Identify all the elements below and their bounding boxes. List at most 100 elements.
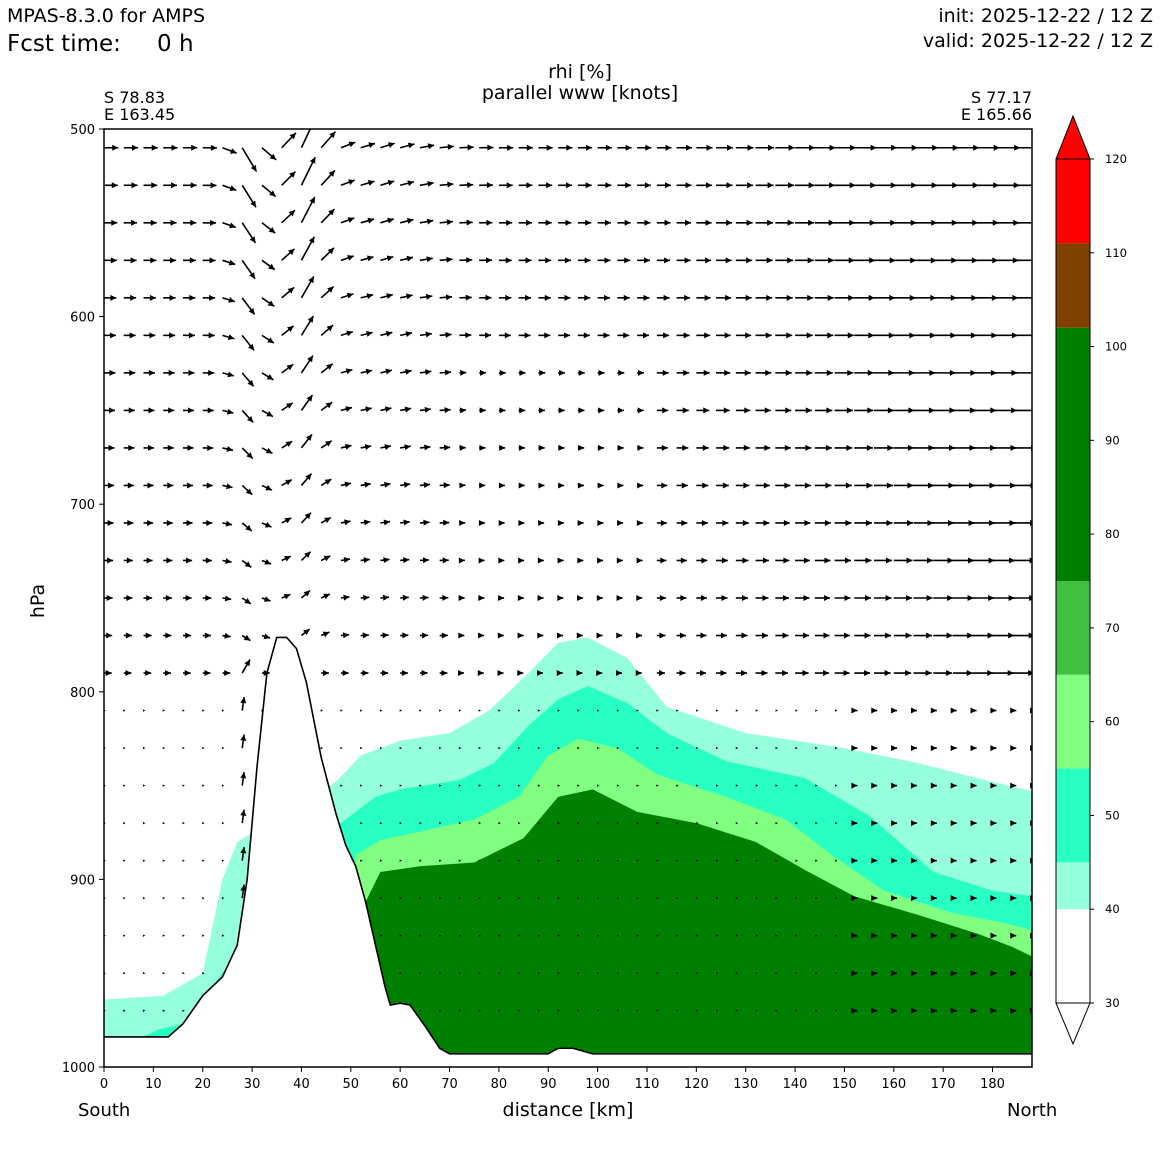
wind-vector [123, 519, 134, 526]
wind-vector [123, 934, 126, 937]
wind-vector [498, 746, 501, 750]
wind-vector [419, 293, 433, 300]
wind-vector [182, 144, 198, 151]
wind-vector [104, 219, 118, 226]
wind-vector [221, 784, 225, 787]
wind-vector [340, 368, 353, 375]
wind-vector [400, 444, 411, 451]
wind-vector [854, 444, 873, 451]
wind-vector [755, 557, 769, 564]
wind-vector [458, 972, 462, 975]
wind-vector [696, 1009, 699, 1012]
wind-vector [775, 1009, 778, 1012]
wind-vector [340, 709, 343, 712]
wind-vector [616, 709, 620, 712]
wind-vector [162, 859, 166, 862]
wind-vector [893, 482, 914, 489]
wind-vector [340, 746, 343, 750]
wind-vector [518, 709, 521, 712]
wind-vector [478, 632, 485, 639]
wind-vector [834, 294, 855, 301]
wind-vector [696, 182, 713, 189]
wind-vector [874, 519, 893, 526]
wind-vector [380, 594, 390, 601]
wind-vector [871, 932, 878, 939]
wind-vector [538, 407, 545, 414]
wind-vector [637, 332, 650, 339]
wind-vector [696, 482, 709, 489]
wind-vector [577, 407, 585, 414]
wind-vector [972, 519, 996, 526]
wind-vector [696, 746, 699, 750]
wind-vector [399, 746, 403, 750]
x-tick-label: 110 [635, 1077, 660, 1092]
wind-vector [755, 934, 759, 937]
wind-vector [163, 670, 171, 677]
wind-vector [123, 332, 136, 339]
wind-vector [854, 369, 874, 376]
wind-vector [143, 444, 155, 451]
wind-vector [577, 182, 592, 189]
wind-vector [380, 293, 394, 300]
wind-vector [241, 634, 251, 642]
wind-vector [893, 670, 912, 677]
wind-vector [715, 896, 719, 900]
wind-vector [893, 595, 913, 601]
wind-vector [557, 746, 561, 750]
wind-vector [281, 209, 296, 224]
wind-vector [696, 294, 711, 301]
wind-vector [537, 670, 544, 677]
wind-vector [676, 784, 679, 787]
wind-vector [240, 809, 247, 824]
wind-vector [419, 670, 428, 677]
wind-vector [795, 821, 798, 825]
wind-vector [241, 147, 258, 173]
wind-vector [834, 257, 855, 264]
wind-vector [182, 369, 195, 376]
wind-vector [478, 784, 482, 787]
wind-vector [558, 332, 571, 339]
wind-vector [893, 632, 912, 639]
wind-vector [479, 369, 487, 376]
wind-vector [716, 144, 734, 151]
wind-vector [676, 709, 679, 712]
wind-vector [518, 444, 525, 451]
wind-vector [104, 632, 113, 639]
wind-vector [538, 219, 552, 226]
wind-vector [636, 709, 639, 712]
wind-vector [795, 369, 813, 376]
wind-vector [1032, 332, 1059, 338]
wind-vector [478, 1009, 482, 1012]
wind-vector [142, 784, 146, 787]
wind-vector [696, 444, 709, 451]
wind-vector [538, 294, 551, 301]
wind-vector [143, 557, 153, 564]
wind-vector [636, 859, 639, 862]
wind-vector [458, 934, 462, 937]
wind-vector [795, 595, 810, 601]
wind-vector [851, 857, 858, 864]
wind-vector [835, 896, 838, 900]
wind-vector [182, 182, 197, 189]
colorbar-tick-label: 30 [1105, 996, 1120, 1010]
wind-vector [874, 369, 895, 376]
wind-vector [1012, 297, 1032, 299]
colorbar-tick-label: 110 [1105, 246, 1127, 260]
wind-vector [636, 595, 643, 601]
wind-vector [676, 821, 679, 825]
wind-vector [380, 481, 391, 488]
wind-vector [577, 144, 593, 151]
wind-vector [1030, 932, 1032, 939]
wind-vector [835, 934, 838, 937]
wind-vector [379, 859, 383, 862]
wind-vector [616, 632, 623, 639]
wind-vector [557, 632, 564, 639]
wind-vector [834, 182, 856, 189]
wind-vector [1032, 145, 1061, 151]
wind-vector [696, 369, 710, 376]
wind-vector [815, 972, 818, 975]
wind-vector [517, 595, 524, 601]
wind-vector [676, 144, 692, 151]
wind-vector [617, 332, 630, 339]
wind-vector [970, 782, 977, 789]
